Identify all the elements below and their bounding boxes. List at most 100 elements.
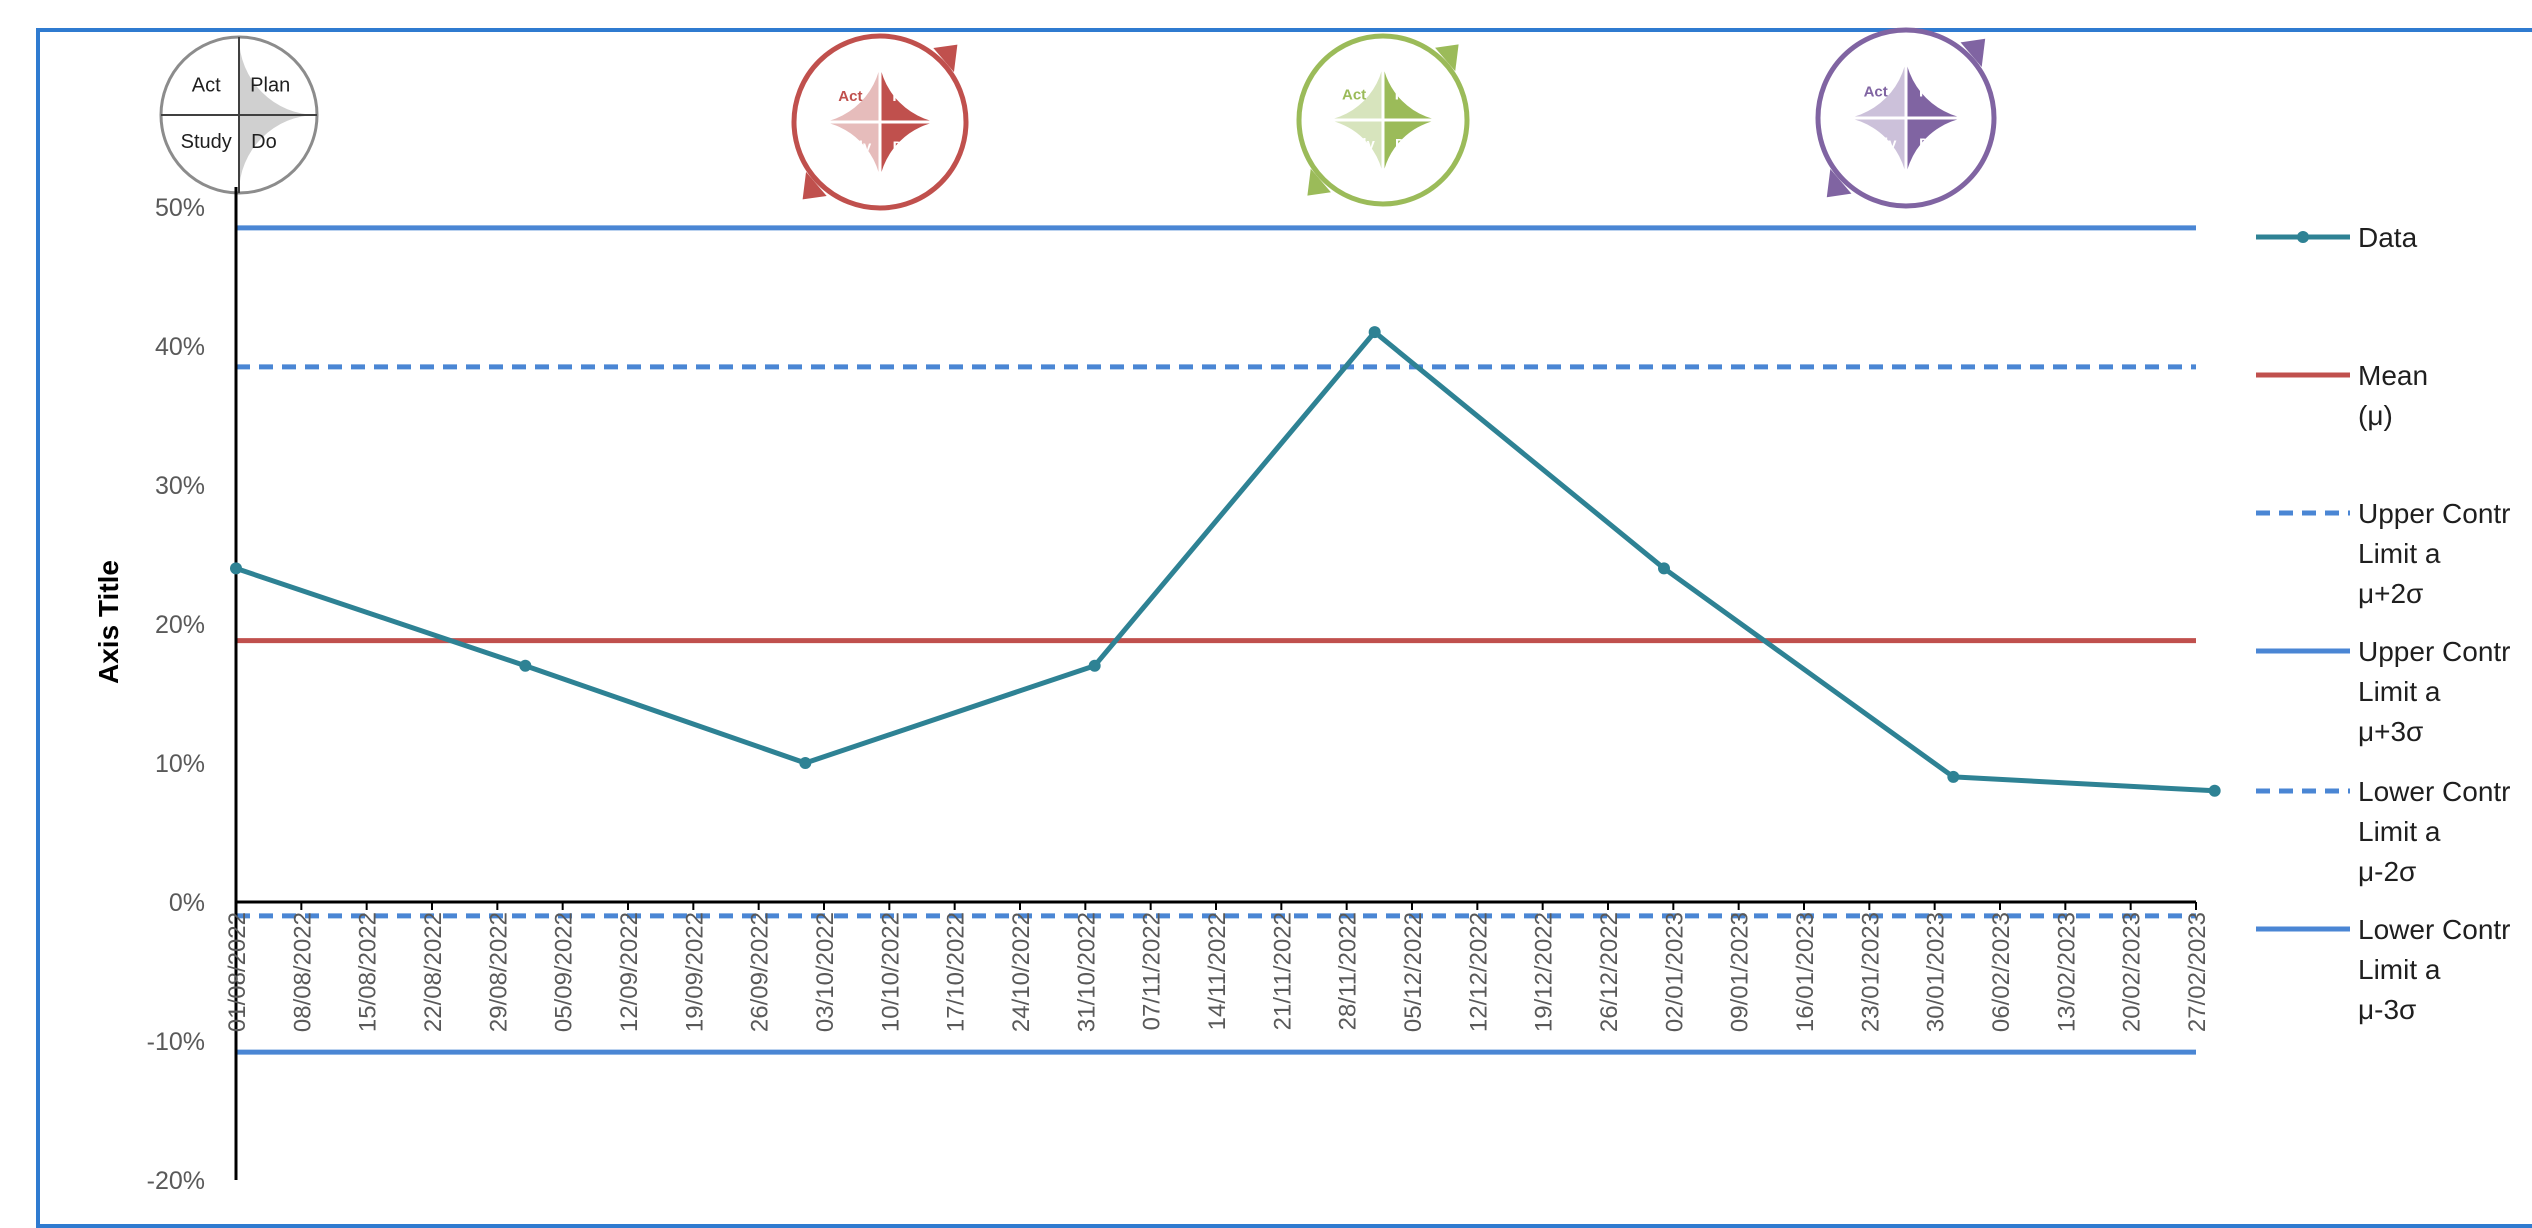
x-tick-label: 12/12/2022 [1465, 912, 1492, 1032]
data-point [1088, 659, 1101, 672]
y-tick-label: 50% [155, 194, 205, 222]
y-tick-labels: 50% 40% 30% 20% 10% 0% -10% -20% [147, 194, 205, 1195]
x-tick-label: 08/08/2022 [289, 912, 316, 1032]
x-tick-label: 24/10/2022 [1008, 912, 1035, 1032]
pdsa-label-study: Study [830, 139, 872, 156]
x-tick-label: 07/11/2022 [1139, 912, 1166, 1030]
pdsa-label-act: Act [192, 75, 221, 97]
legend-label: μ+3σ [2358, 716, 2423, 747]
x-tick-label: 31/10/2022 [1073, 912, 1100, 1032]
legend-label: μ-2σ [2358, 856, 2416, 887]
x-tick-label: 19/09/2022 [681, 912, 708, 1032]
pdsa-label-plan: Plan [892, 88, 924, 105]
y-tick-label: 40% [155, 333, 205, 361]
x-tick-label: 16/01/2023 [1792, 912, 1819, 1032]
legend-label: Mean [2358, 360, 2428, 391]
x-tick-label: 26/12/2022 [1596, 912, 1623, 1032]
legend-entry-lcl2: Lower Contr Limit a μ-2σ [2256, 776, 2511, 887]
x-tick-label: 29/08/2022 [485, 912, 512, 1032]
x-tick-label: 02/01/2023 [1661, 912, 1688, 1032]
legend-label: Data [2358, 222, 2418, 253]
x-tick-label: 17/10/2022 [943, 912, 970, 1032]
data-point [230, 562, 242, 575]
data-point [1658, 562, 1670, 575]
legend-label: μ-3σ [2358, 994, 2416, 1025]
x-tick-label: 05/12/2022 [1400, 912, 1427, 1032]
pdsa-quadrant-study [161, 115, 239, 193]
pdsa-ring [791, 33, 969, 211]
x-tick-label: 19/12/2022 [1531, 912, 1558, 1032]
pdsa-label-do: Do [1395, 136, 1415, 153]
y-tick-label: 30% [155, 472, 205, 500]
x-tick-label: 21/11/2022 [1269, 912, 1296, 1030]
legend-marker [2297, 231, 2309, 243]
pdsa-cycle-icon: Act Plan Study Do [1296, 33, 1470, 207]
legend-label: Limit a [2358, 816, 2441, 847]
x-tick-label: 01/08/2022 [224, 912, 251, 1032]
pdsa-label-study: Study [1333, 136, 1375, 153]
pdsa-quadrant-do [1381, 118, 1452, 189]
pdsa-arrow-icon [933, 44, 958, 73]
y-tick-label: 20% [155, 611, 205, 639]
pdsa-quadrant-do [878, 120, 951, 193]
pdsa-quadrant-plan [239, 37, 317, 115]
pdsa-cycles: Act Plan Study Do Act Plan Study Do Act Plan Study… [159, 27, 1997, 211]
legend-label: Upper Contr [2358, 636, 2511, 667]
pdsa-arrow-icon [802, 171, 827, 200]
x-tick-label: 06/02/2023 [1988, 912, 2015, 1032]
x-tick-label: 15/08/2022 [355, 912, 382, 1032]
x-tick-label: 09/01/2023 [1727, 912, 1754, 1032]
pdsa-ring [1296, 33, 1470, 207]
pdsa-label-do: Do [1919, 135, 1939, 152]
legend-label: μ+2σ [2358, 578, 2423, 609]
x-tick-label: 12/09/2022 [616, 912, 643, 1032]
legend-label: Lower Contr [2358, 776, 2511, 807]
pdsa-quadrant-do [1904, 116, 1979, 191]
legend-label: Lower Contr [2358, 914, 2511, 945]
legend-label: Limit a [2358, 676, 2441, 707]
legend-label: Upper Contr [2358, 498, 2511, 529]
x-tick-label: 22/08/2022 [420, 912, 447, 1032]
pdsa-label-study: Study [1855, 135, 1897, 152]
x-tick-label: 13/02/2023 [2053, 912, 2080, 1032]
x-tick-label: 20/02/2023 [2119, 912, 2146, 1032]
pdsa-label-act: Act [1864, 83, 1888, 100]
x-tick-label: 23/01/2023 [1857, 912, 1884, 1032]
x-tick-label: 10/10/2022 [877, 912, 904, 1032]
data-point [1947, 770, 1960, 783]
y-tick-label: 0% [169, 889, 205, 917]
control-limit-lines [236, 225, 2196, 1055]
pdsa-arrow-icon [1435, 44, 1459, 72]
x-tick-labels: 01/08/2022 08/08/2022 15/08/2022 22/08/2022… [224, 902, 2211, 1032]
pdsa-label-study: Study [181, 131, 232, 153]
pdsa-label-do: Do [893, 139, 913, 156]
x-tick-label: 14/11/2022 [1204, 912, 1231, 1030]
pdsa-quadrant-act [161, 37, 239, 115]
x-tick-label: 26/09/2022 [747, 912, 774, 1032]
y-tick-label: -20% [147, 1167, 205, 1195]
pdsa-label-do: Do [251, 131, 277, 153]
pdsa-arrow-icon [1307, 168, 1331, 196]
legend-label: Limit a [2358, 538, 2441, 569]
x-tick-label: 28/11/2022 [1335, 912, 1362, 1030]
y-tick-label: -10% [147, 1028, 205, 1056]
pdsa-label-plan: Plan [1395, 86, 1427, 103]
legend-entry-lcl3: Lower Contr Limit a μ-3σ [2256, 914, 2511, 1025]
pdsa-label-act: Act [1342, 86, 1366, 103]
y-tick-label: 10% [155, 750, 205, 778]
x-tick-label: 27/02/2023 [2184, 912, 2211, 1032]
pdsa-label-plan: Plan [250, 75, 290, 97]
data-point [2208, 784, 2221, 797]
legend: Data Mean (μ) Upper Contr Limit a μ+2σ Upper C… [2256, 222, 2511, 1025]
data-point [519, 659, 532, 672]
pdsa-cycle-icon: Act Plan Study Do [159, 35, 319, 195]
data-point [799, 757, 812, 769]
pdsa-arrow-icon [1826, 169, 1852, 198]
data-series-line [235, 329, 2215, 794]
data-point [1368, 326, 1381, 339]
pdsa-ring [1815, 27, 1997, 209]
pdsa-quadrant-do [239, 115, 317, 193]
x-tick-label: 30/01/2023 [1923, 912, 1950, 1032]
pdsa-cycle-icon: Act Plan Study Do [791, 33, 969, 211]
legend-label: (μ) [2358, 400, 2393, 431]
